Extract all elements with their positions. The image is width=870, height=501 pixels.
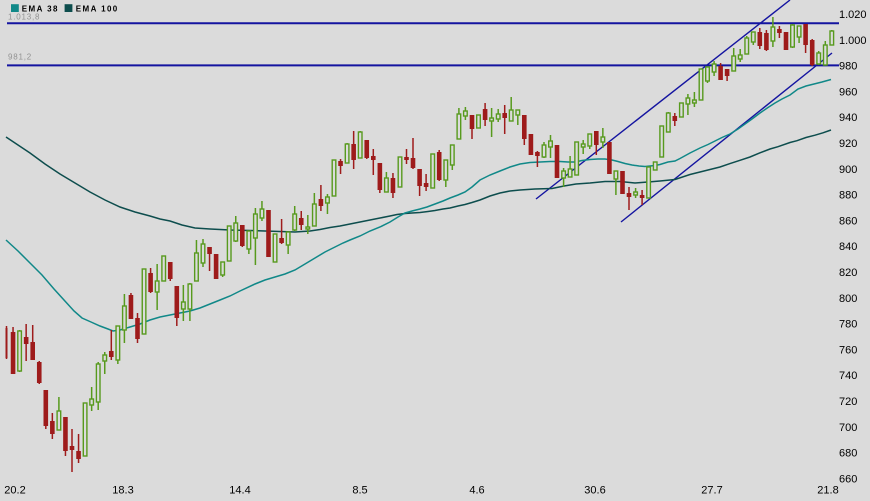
svg-text:960: 960: [839, 86, 857, 98]
svg-text:800: 800: [839, 293, 857, 305]
svg-text:740: 740: [839, 370, 857, 382]
svg-text:840: 840: [839, 241, 857, 253]
svg-text:1.000: 1.000: [839, 35, 867, 47]
svg-text:EMA 100: EMA 100: [76, 5, 119, 14]
svg-text:680: 680: [839, 448, 857, 460]
svg-text:981,2: 981,2: [8, 53, 32, 62]
svg-text:860: 860: [839, 215, 857, 227]
svg-text:660: 660: [839, 473, 857, 485]
svg-text:940: 940: [839, 112, 857, 124]
svg-text:8.5: 8.5: [352, 485, 367, 497]
svg-text:1.013,8: 1.013,8: [8, 13, 40, 22]
svg-text:760: 760: [839, 344, 857, 356]
svg-text:21.8: 21.8: [817, 485, 838, 497]
svg-text:780: 780: [839, 319, 857, 331]
svg-text:1.020: 1.020: [839, 9, 867, 21]
svg-text:880: 880: [839, 190, 857, 202]
svg-text:900: 900: [839, 164, 857, 176]
svg-text:27.7: 27.7: [701, 485, 722, 497]
svg-text:980: 980: [839, 61, 857, 73]
svg-text:720: 720: [839, 396, 857, 408]
svg-text:14.4: 14.4: [229, 485, 250, 497]
svg-text:EMA 38: EMA 38: [22, 5, 59, 14]
svg-text:20.2: 20.2: [4, 485, 25, 497]
svg-text:30.6: 30.6: [584, 485, 605, 497]
svg-text:18.3: 18.3: [112, 485, 133, 497]
svg-text:4.6: 4.6: [469, 485, 484, 497]
svg-text:700: 700: [839, 422, 857, 434]
svg-text:820: 820: [839, 267, 857, 279]
svg-text:920: 920: [839, 138, 857, 150]
